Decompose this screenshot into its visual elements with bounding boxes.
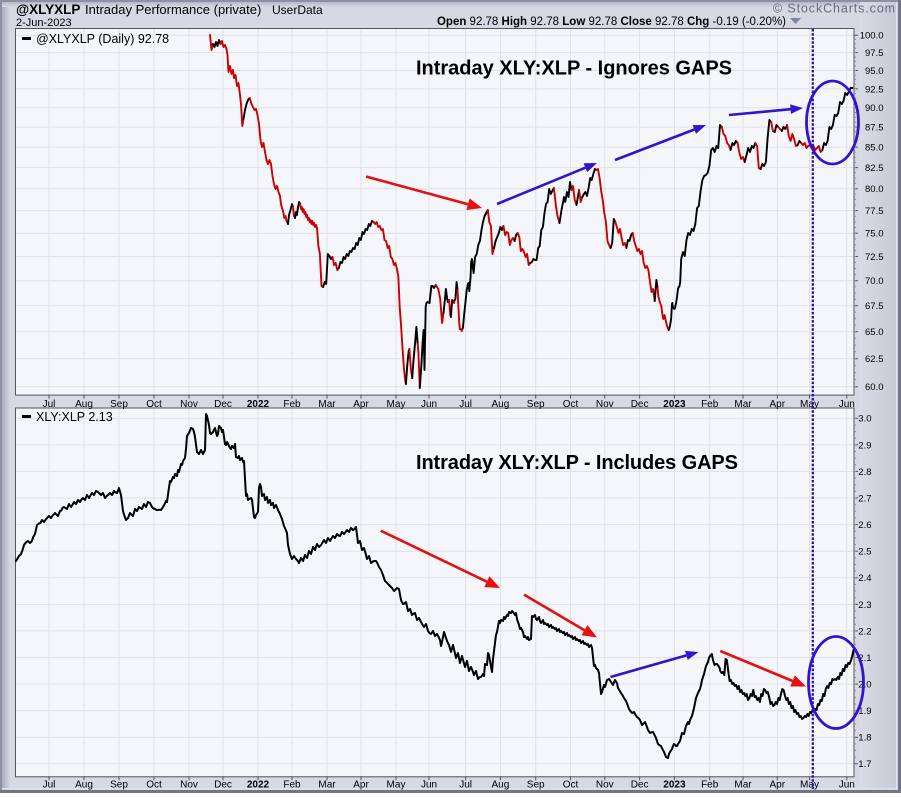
svg-text:Jun: Jun xyxy=(839,399,855,410)
svg-text:Sep: Sep xyxy=(527,780,545,791)
svg-text:Feb: Feb xyxy=(283,399,301,410)
svg-text:87.5: 87.5 xyxy=(865,123,884,134)
svg-text:2.1: 2.1 xyxy=(858,653,871,664)
svg-text:Intraday XLY:XLP - Includes GA: Intraday XLY:XLP - Includes GAPS xyxy=(416,452,738,474)
svg-text:Dec: Dec xyxy=(631,399,649,410)
svg-text:97.5: 97.5 xyxy=(865,48,884,59)
svg-text:Oct: Oct xyxy=(563,780,579,791)
svg-text:Oct: Oct xyxy=(146,399,162,410)
svg-text:2.8: 2.8 xyxy=(858,467,871,478)
svg-text:2.3: 2.3 xyxy=(858,600,871,611)
svg-text:75.0: 75.0 xyxy=(865,229,884,240)
svg-text:Nov: Nov xyxy=(596,399,614,410)
svg-text:Dec: Dec xyxy=(214,399,232,410)
svg-text:May: May xyxy=(387,399,406,410)
svg-text:@XLYXLP: @XLYXLP xyxy=(16,2,80,17)
svg-text:Jun: Jun xyxy=(839,780,855,791)
svg-text:Aug: Aug xyxy=(75,780,93,791)
svg-text:Oct: Oct xyxy=(146,780,162,791)
svg-text:2.2: 2.2 xyxy=(858,626,871,637)
svg-text:Intraday Performance (private): Intraday Performance (private) xyxy=(85,2,261,17)
svg-text:Jul: Jul xyxy=(43,399,56,410)
svg-text:Aug: Aug xyxy=(75,399,93,410)
svg-text:Mar: Mar xyxy=(734,780,752,791)
svg-text:80.0: 80.0 xyxy=(865,184,884,195)
svg-text:Apr: Apr xyxy=(770,780,786,791)
svg-text:May: May xyxy=(800,780,819,791)
svg-text:UserData: UserData xyxy=(272,3,323,17)
svg-text:2023: 2023 xyxy=(663,780,686,791)
svg-text:1.9: 1.9 xyxy=(858,706,871,717)
svg-text:67.5: 67.5 xyxy=(865,301,884,312)
svg-text:Sep: Sep xyxy=(110,399,128,410)
svg-text:Dec: Dec xyxy=(214,780,232,791)
svg-text:2.6: 2.6 xyxy=(858,520,871,531)
svg-text:92.5: 92.5 xyxy=(865,84,884,95)
svg-text:Oct: Oct xyxy=(563,399,579,410)
svg-text:© StockCharts.com: © StockCharts.com xyxy=(773,2,896,16)
svg-text:70.0: 70.0 xyxy=(865,276,884,287)
svg-text:2-Jun-2023: 2-Jun-2023 xyxy=(16,17,72,29)
svg-text:72.5: 72.5 xyxy=(865,252,884,263)
svg-text:Jul: Jul xyxy=(459,399,472,410)
svg-text:Aug: Aug xyxy=(492,780,510,791)
svg-text:@XLYXLP (Daily) 92.78: @XLYXLP (Daily) 92.78 xyxy=(36,32,169,46)
svg-text:2.5: 2.5 xyxy=(858,547,871,558)
svg-text:2.9: 2.9 xyxy=(858,440,871,451)
svg-text:Jun: Jun xyxy=(421,399,437,410)
svg-text:Sep: Sep xyxy=(527,399,545,410)
svg-text:90.0: 90.0 xyxy=(865,103,884,114)
svg-text:65.0: 65.0 xyxy=(865,327,884,338)
svg-text:77.5: 77.5 xyxy=(865,206,884,217)
svg-text:Mar: Mar xyxy=(318,780,336,791)
svg-text:Nov: Nov xyxy=(180,780,198,791)
svg-text:Apr: Apr xyxy=(353,780,369,791)
svg-text:Jun: Jun xyxy=(421,780,437,791)
svg-text:85.0: 85.0 xyxy=(865,143,884,154)
svg-text:2.4: 2.4 xyxy=(858,573,871,584)
svg-text:Nov: Nov xyxy=(180,399,198,410)
svg-text:Apr: Apr xyxy=(770,399,786,410)
svg-text:Jul: Jul xyxy=(459,780,472,791)
svg-text:Feb: Feb xyxy=(701,780,719,791)
svg-text:Aug: Aug xyxy=(492,399,510,410)
svg-text:Feb: Feb xyxy=(283,780,301,791)
svg-text:1.7: 1.7 xyxy=(858,759,871,770)
svg-text:2.0: 2.0 xyxy=(858,680,871,691)
svg-text:100.0: 100.0 xyxy=(860,31,884,42)
svg-text:2.7: 2.7 xyxy=(858,493,871,504)
svg-text:XLY:XLP 2.13: XLY:XLP 2.13 xyxy=(36,410,113,424)
svg-text:Mar: Mar xyxy=(734,399,752,410)
svg-text:Dec: Dec xyxy=(631,780,649,791)
svg-text:95.0: 95.0 xyxy=(865,66,884,77)
svg-text:Intraday XLY:XLP - Ignores GAP: Intraday XLY:XLP - Ignores GAPS xyxy=(416,58,732,80)
svg-text:May: May xyxy=(800,399,819,410)
svg-text:1.8: 1.8 xyxy=(858,733,871,744)
svg-text:May: May xyxy=(387,780,406,791)
svg-text:Feb: Feb xyxy=(701,399,719,410)
svg-text:Open 92.78 High 92.78 Low 92.7: Open 92.78 High 92.78 Low 92.78 Close 92… xyxy=(437,16,786,28)
svg-text:Mar: Mar xyxy=(318,399,336,410)
svg-text:62.5: 62.5 xyxy=(865,354,884,365)
svg-text:60.0: 60.0 xyxy=(865,382,884,393)
svg-text:2022: 2022 xyxy=(247,780,270,791)
svg-text:2023: 2023 xyxy=(663,399,686,410)
svg-text:3.0: 3.0 xyxy=(858,414,871,425)
svg-text:2022: 2022 xyxy=(247,399,270,410)
svg-text:Sep: Sep xyxy=(110,780,128,791)
svg-text:Nov: Nov xyxy=(596,780,614,791)
svg-text:82.5: 82.5 xyxy=(865,163,884,174)
svg-text:Jul: Jul xyxy=(43,780,56,791)
svg-text:Apr: Apr xyxy=(353,399,369,410)
